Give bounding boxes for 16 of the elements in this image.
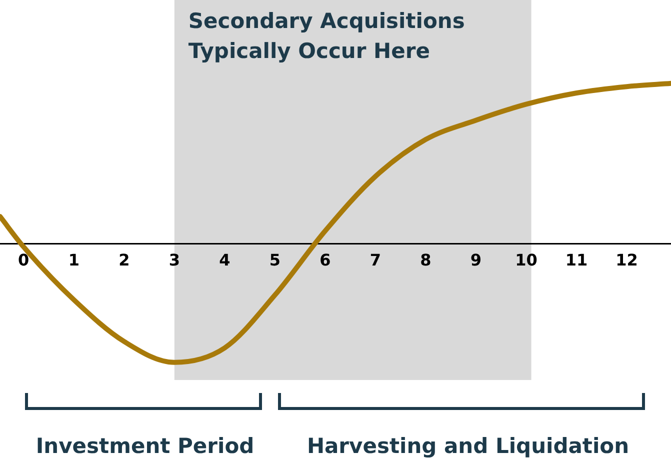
x-tick-label: 7 [370,250,382,270]
x-tick-label: 3 [168,250,180,270]
text: Harvesting and Liquidation [306,434,630,458]
x-tick-label: 6 [320,250,331,270]
text: Investment Period [34,434,256,458]
band-label: Secondary Acquisitions Typically Occur Here [188,8,465,63]
x-tick-label: 0 [18,250,30,270]
x-tick-label: 11 [565,250,588,270]
x-tick-label: 5 [269,250,281,270]
x-tick-label: 2 [118,250,130,270]
x-tick-label: 9 [470,250,482,270]
x-tick-label: 1 [68,250,80,270]
x-tick-label: 4 [219,250,230,270]
x-tick-label: 12 [616,250,638,270]
x-tick-label: 8 [420,250,432,270]
x-tick-label: 10 [515,250,538,270]
